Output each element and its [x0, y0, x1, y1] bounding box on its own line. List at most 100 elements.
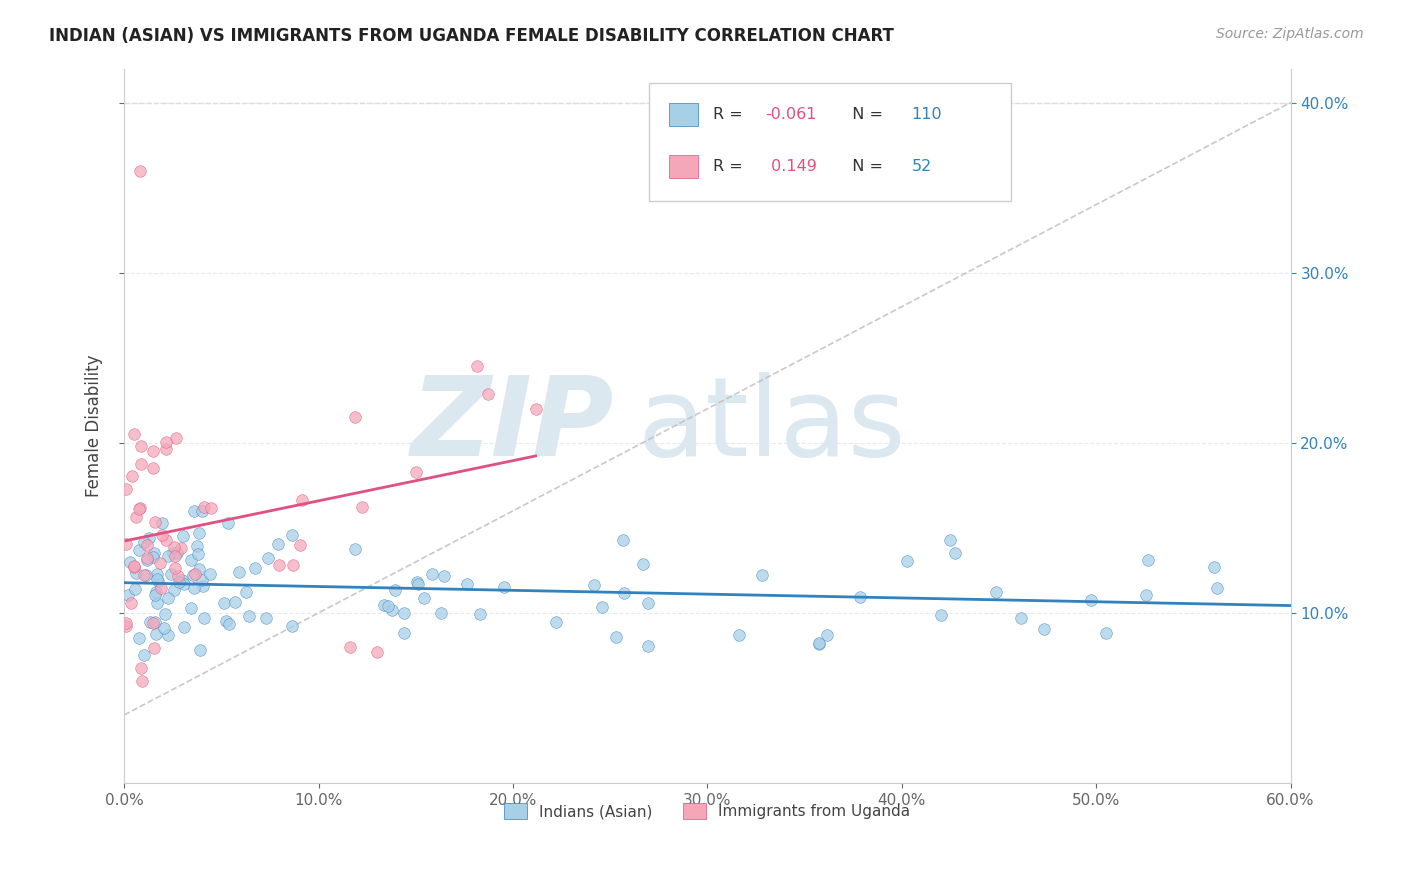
Point [145, 585, 167, 599]
Point [394, 626, 416, 640]
Point [546, 615, 568, 629]
Point [128, 631, 150, 645]
Point [288, 538, 311, 552]
Point [420, 567, 443, 582]
Point [170, 541, 193, 556]
Point [815, 628, 838, 642]
Point [142, 550, 165, 565]
Text: N =: N = [842, 159, 887, 174]
Point [138, 531, 160, 545]
Point [167, 575, 190, 590]
Point [808, 636, 831, 650]
Point [118, 555, 141, 569]
Point [613, 585, 636, 599]
Point [343, 541, 366, 556]
Point [160, 567, 183, 582]
Point [165, 560, 187, 574]
Point [128, 543, 150, 558]
Point [191, 503, 214, 517]
Point [143, 615, 166, 630]
Point [150, 516, 173, 531]
Point [413, 591, 436, 605]
Point [281, 618, 304, 632]
FancyBboxPatch shape [650, 83, 1011, 201]
Point [163, 541, 186, 555]
Point [132, 534, 155, 549]
Point [939, 533, 962, 548]
Point [187, 547, 209, 561]
Point [150, 582, 173, 596]
Point [238, 608, 260, 623]
Point [188, 642, 211, 657]
Point [125, 566, 148, 580]
Text: R =: R = [713, 107, 748, 122]
Point [468, 607, 491, 622]
Point [153, 607, 176, 622]
Legend: Indians (Asian), Immigrants from Uganda: Indians (Asian), Immigrants from Uganda [498, 797, 917, 825]
Point [142, 444, 165, 458]
Point [115, 536, 138, 550]
Point [180, 601, 202, 615]
Point [145, 572, 167, 586]
Point [224, 595, 246, 609]
Point [384, 583, 406, 598]
Point [631, 558, 654, 572]
Text: 0.149: 0.149 [766, 159, 817, 174]
Point [121, 469, 143, 483]
Point [122, 558, 145, 573]
Point [193, 611, 215, 625]
Point [212, 596, 235, 610]
Point [120, 596, 142, 610]
Text: atlas: atlas [637, 372, 905, 479]
Point [343, 409, 366, 424]
Point [150, 528, 173, 542]
Point [117, 588, 139, 602]
Point [281, 558, 304, 572]
Point [433, 568, 456, 582]
Point [896, 553, 918, 567]
Point [129, 501, 152, 516]
Point [187, 562, 209, 576]
Point [149, 556, 172, 570]
Point [492, 580, 515, 594]
Point [217, 516, 239, 531]
Point [135, 553, 157, 567]
Point [172, 573, 194, 587]
Text: ZIP: ZIP [411, 372, 614, 479]
Point [153, 621, 176, 635]
Point [167, 568, 190, 582]
Point [929, 608, 952, 623]
Point [193, 500, 215, 515]
Point [139, 615, 162, 629]
Point [218, 616, 240, 631]
Text: N =: N = [842, 107, 887, 122]
Point [155, 533, 177, 547]
Point [281, 528, 304, 542]
Point [339, 640, 361, 655]
Point [146, 596, 169, 610]
Point [406, 577, 429, 591]
Point [183, 581, 205, 595]
Point [125, 510, 148, 524]
Point [134, 568, 156, 582]
Point [142, 460, 165, 475]
Point [254, 611, 277, 625]
Point [191, 574, 214, 588]
Point [165, 549, 187, 563]
Point [166, 546, 188, 560]
Text: INDIAN (ASIAN) VS IMMIGRANTS FROM UGANDA FEMALE DISABILITY CORRELATION CHART: INDIAN (ASIAN) VS IMMIGRANTS FROM UGANDA… [49, 27, 894, 45]
Point [728, 628, 751, 642]
Point [943, 546, 966, 560]
Point [129, 439, 152, 453]
Point [373, 598, 395, 612]
Point [186, 539, 208, 553]
Text: 110: 110 [911, 107, 942, 122]
Point [456, 577, 478, 591]
Point [243, 560, 266, 574]
Point [200, 501, 222, 516]
Point [1137, 553, 1160, 567]
Point [637, 596, 659, 610]
Point [162, 546, 184, 560]
Point [115, 619, 138, 633]
Point [198, 567, 221, 582]
